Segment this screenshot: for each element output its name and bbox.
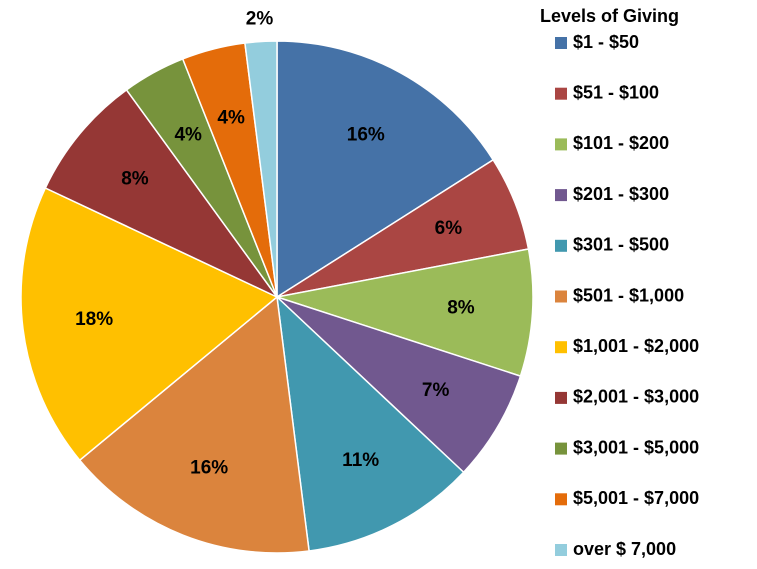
data-label: 8% xyxy=(121,169,149,190)
pie-slice xyxy=(20,187,279,462)
legend-label: $2,001 - $3,000 xyxy=(573,387,699,407)
pie-slice xyxy=(78,295,310,554)
data-label: 2% xyxy=(246,9,274,30)
legend-label: $5,001 - $7,000 xyxy=(573,488,699,508)
data-label: 4% xyxy=(217,107,245,128)
data-label: 18% xyxy=(75,309,113,330)
legend-label: $1,001 - $2,000 xyxy=(573,336,699,356)
legend-label: $1 - $50 xyxy=(573,32,639,52)
legend-swatch xyxy=(555,341,567,354)
legend-label: over $ 7,000 xyxy=(573,539,676,559)
pie-slice xyxy=(276,248,534,378)
legend-swatch xyxy=(555,138,567,151)
pie-slice xyxy=(44,88,278,298)
legend-swatch xyxy=(555,87,567,100)
legend-swatch xyxy=(555,442,567,455)
legend-swatch xyxy=(555,239,567,252)
legend-title: Levels of Giving xyxy=(540,6,679,26)
legend-label: $201 - $300 xyxy=(573,184,669,204)
legend-label: $101 - $200 xyxy=(573,133,669,153)
legend-swatch xyxy=(555,189,567,202)
pie-slice xyxy=(275,295,465,552)
legend-label: $301 - $500 xyxy=(573,235,669,255)
legend-swatch xyxy=(555,37,567,49)
legend-swatch xyxy=(555,493,567,506)
pie-slice xyxy=(244,40,278,298)
legend-swatch xyxy=(555,391,567,404)
data-label: 8% xyxy=(447,298,475,319)
pie-slice xyxy=(276,296,522,474)
legend-label: $51 - $100 xyxy=(573,82,659,102)
data-label: 11% xyxy=(342,450,379,471)
legend-swatch xyxy=(555,290,567,303)
data-label: 16% xyxy=(347,124,385,145)
data-label: 6% xyxy=(435,218,463,239)
legend-swatch xyxy=(555,544,567,556)
legend-label: $3,001 - $5,000 xyxy=(573,437,699,457)
data-label: 7% xyxy=(422,380,450,401)
legend-label: $501 - $1,000 xyxy=(573,285,684,305)
data-label: 16% xyxy=(190,457,228,478)
data-label: 4% xyxy=(174,124,202,145)
pie-slice xyxy=(276,40,495,299)
